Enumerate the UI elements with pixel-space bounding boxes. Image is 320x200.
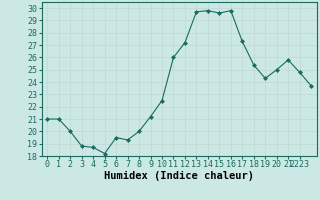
X-axis label: Humidex (Indice chaleur): Humidex (Indice chaleur)	[104, 171, 254, 181]
